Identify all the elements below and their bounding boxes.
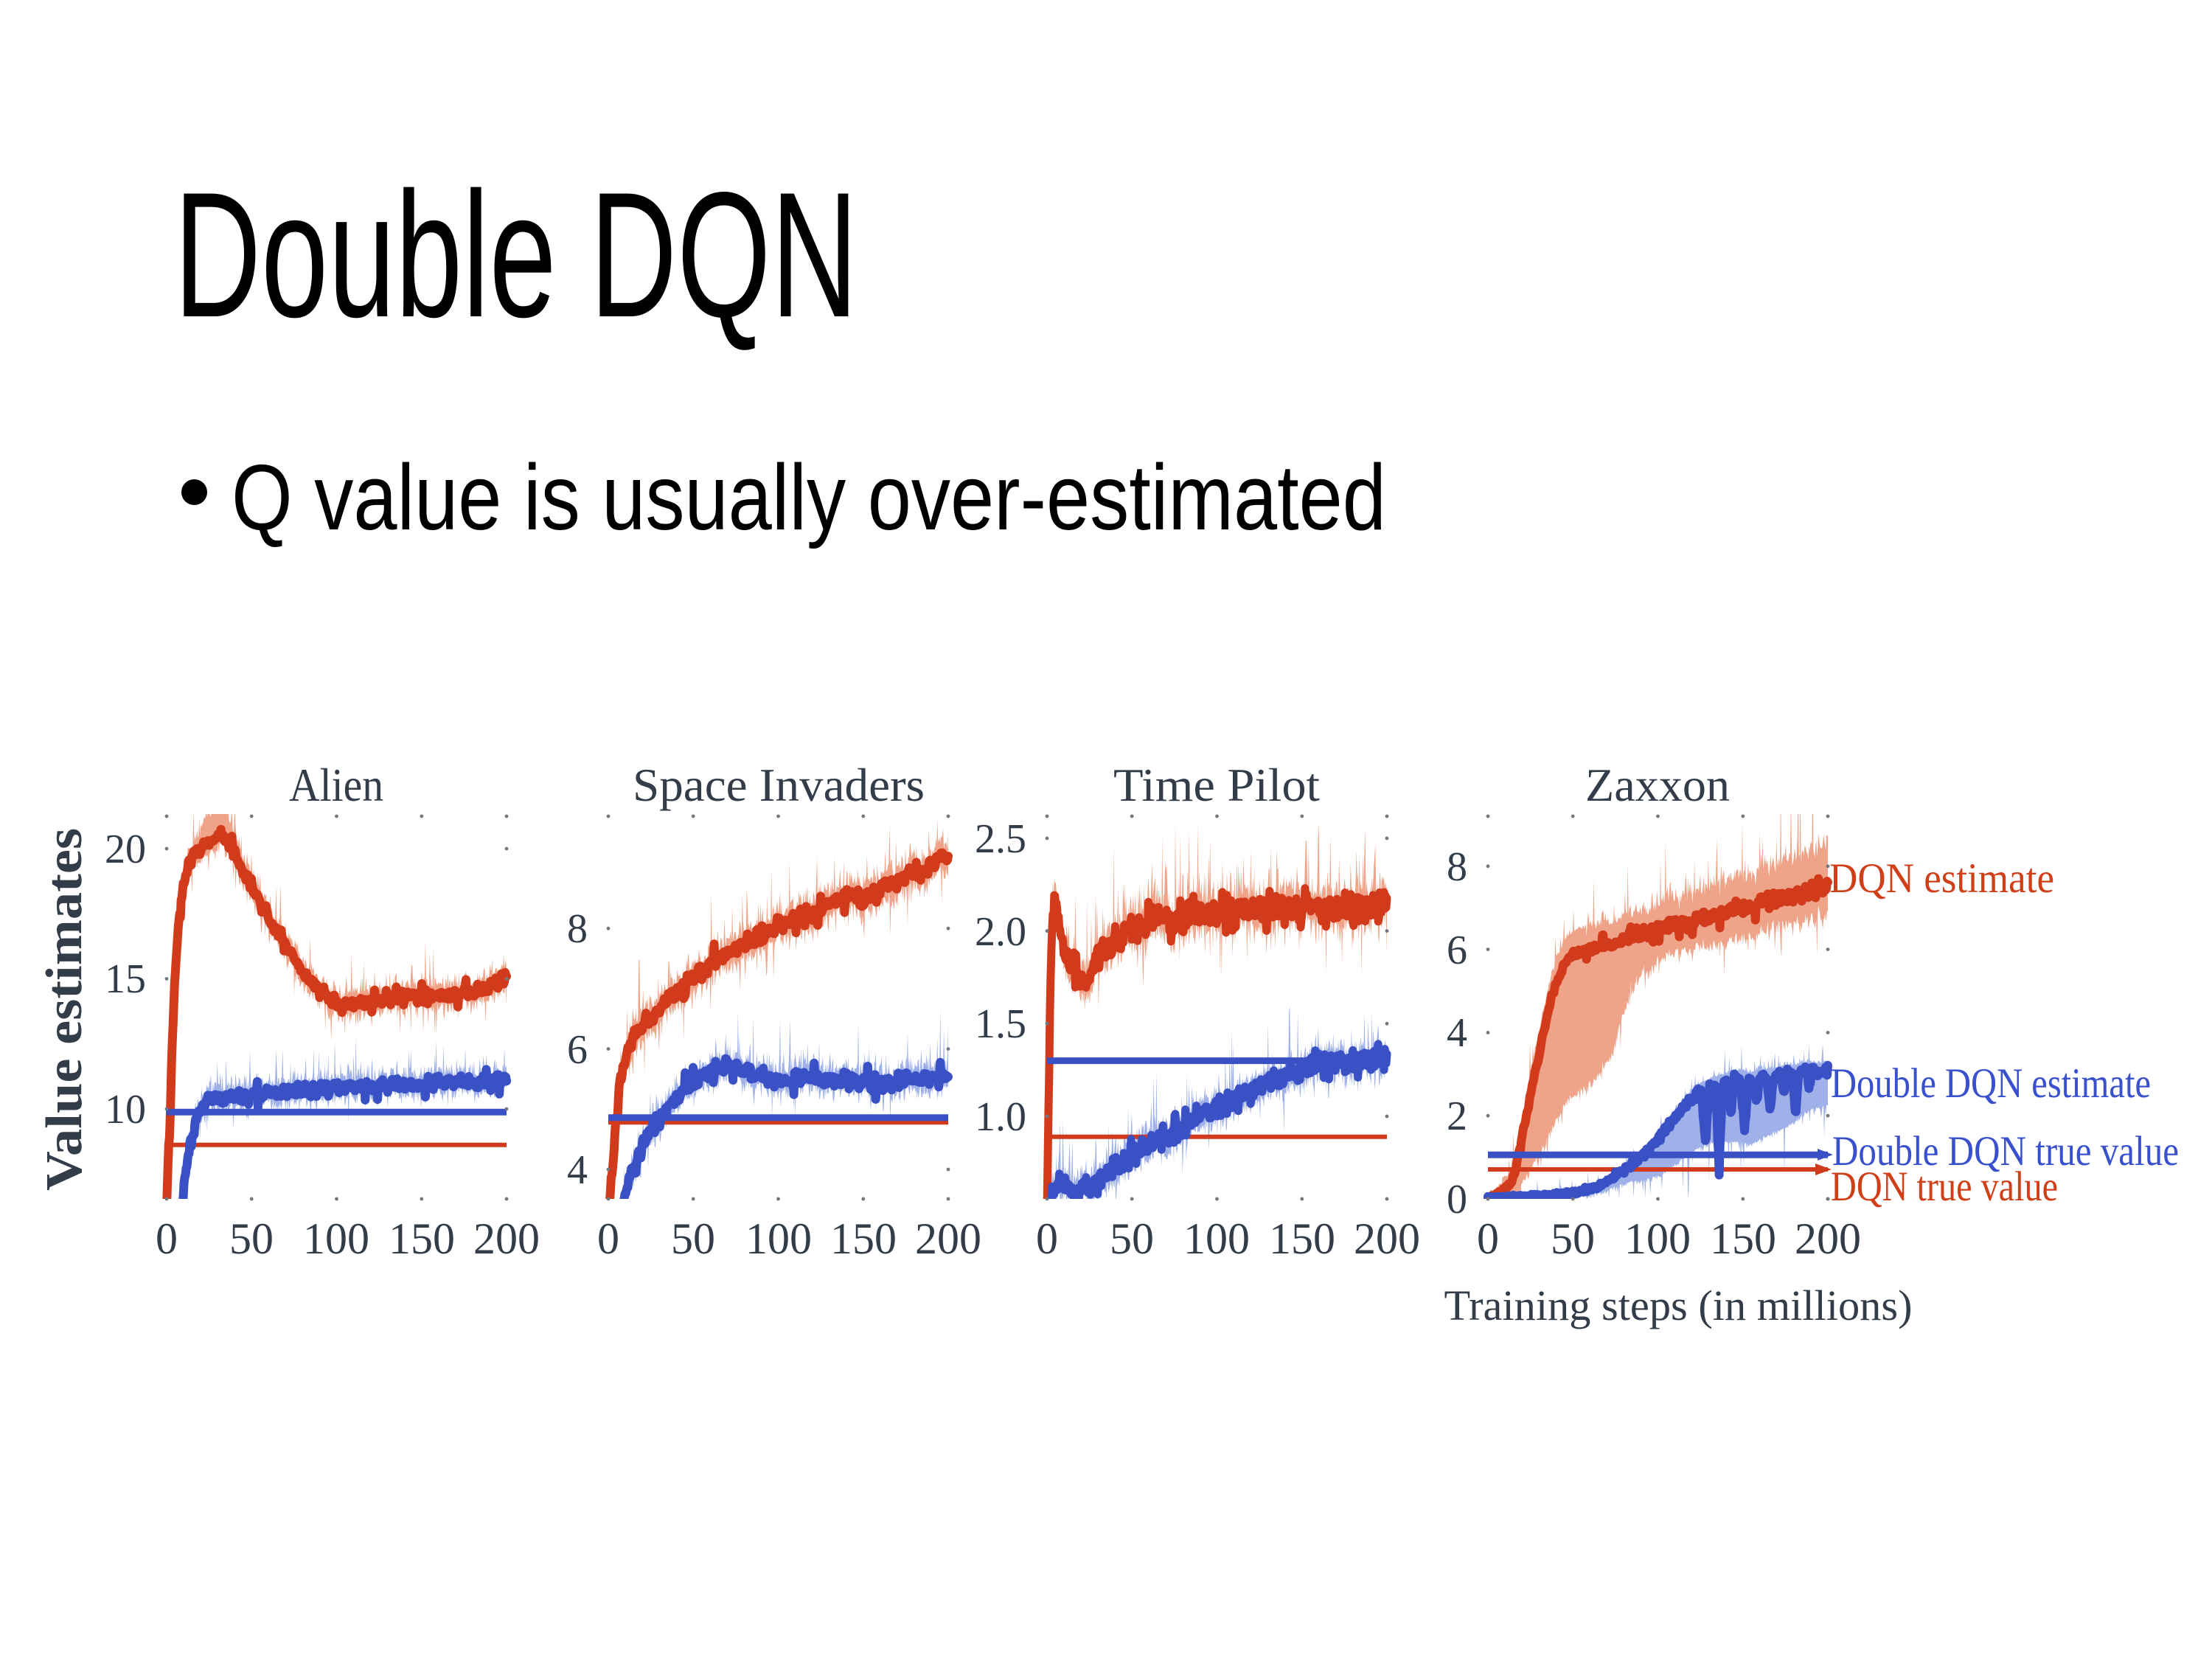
svg-text:200: 200 [915, 1214, 981, 1263]
svg-text:50: 50 [1110, 1214, 1154, 1263]
svg-text:Zaxxon: Zaxxon [1585, 759, 1730, 811]
svg-text:200: 200 [1354, 1214, 1420, 1263]
svg-text:1.5: 1.5 [975, 1001, 1026, 1047]
svg-text:2.5: 2.5 [975, 816, 1026, 862]
svg-text:150: 150 [1710, 1214, 1776, 1263]
svg-text:1.0: 1.0 [975, 1094, 1026, 1140]
svg-text:100: 100 [303, 1214, 369, 1263]
svg-text:Alien: Alien [289, 759, 383, 811]
svg-text:15: 15 [105, 956, 146, 1002]
svg-text:Double DQN true value: Double DQN true value [1832, 1128, 2179, 1175]
svg-text:0: 0 [1447, 1177, 1467, 1222]
svg-text:50: 50 [671, 1214, 715, 1263]
svg-text:2.0: 2.0 [975, 909, 1026, 955]
svg-text:10: 10 [105, 1087, 146, 1133]
svg-text:DQN true value: DQN true value [1831, 1164, 2058, 1210]
svg-text:150: 150 [1269, 1214, 1335, 1263]
svg-text:Training steps (in millions): Training steps (in millions) [1444, 1281, 1913, 1329]
svg-text:6: 6 [567, 1027, 588, 1073]
svg-text:4: 4 [1447, 1010, 1467, 1056]
svg-text:50: 50 [229, 1214, 274, 1263]
svg-text:Value estimates: Value estimates [36, 828, 93, 1191]
svg-text:Space Invaders: Space Invaders [633, 759, 925, 811]
svg-text:150: 150 [830, 1214, 897, 1263]
svg-text:DQN estimate: DQN estimate [1829, 855, 2054, 902]
svg-text:150: 150 [389, 1214, 455, 1263]
svg-text:50: 50 [1551, 1214, 1595, 1263]
svg-text:6: 6 [1447, 928, 1467, 973]
svg-text:Time Pilot: Time Pilot [1113, 759, 1320, 811]
svg-text:4: 4 [567, 1147, 588, 1193]
svg-text:0: 0 [156, 1214, 178, 1263]
svg-text:0: 0 [1477, 1214, 1499, 1263]
svg-text:8: 8 [1447, 844, 1467, 890]
svg-text:100: 100 [1624, 1214, 1691, 1263]
svg-text:20: 20 [105, 827, 146, 872]
svg-text:0: 0 [1036, 1214, 1058, 1263]
svg-text:2: 2 [1447, 1093, 1467, 1139]
svg-text:100: 100 [745, 1214, 812, 1263]
svg-text:0: 0 [597, 1214, 619, 1263]
svg-text:200: 200 [1795, 1214, 1861, 1263]
svg-text:8: 8 [567, 906, 588, 952]
svg-text:Double DQN estimate: Double DQN estimate [1831, 1060, 2151, 1107]
svg-text:200: 200 [473, 1214, 540, 1263]
svg-text:100: 100 [1183, 1214, 1250, 1263]
